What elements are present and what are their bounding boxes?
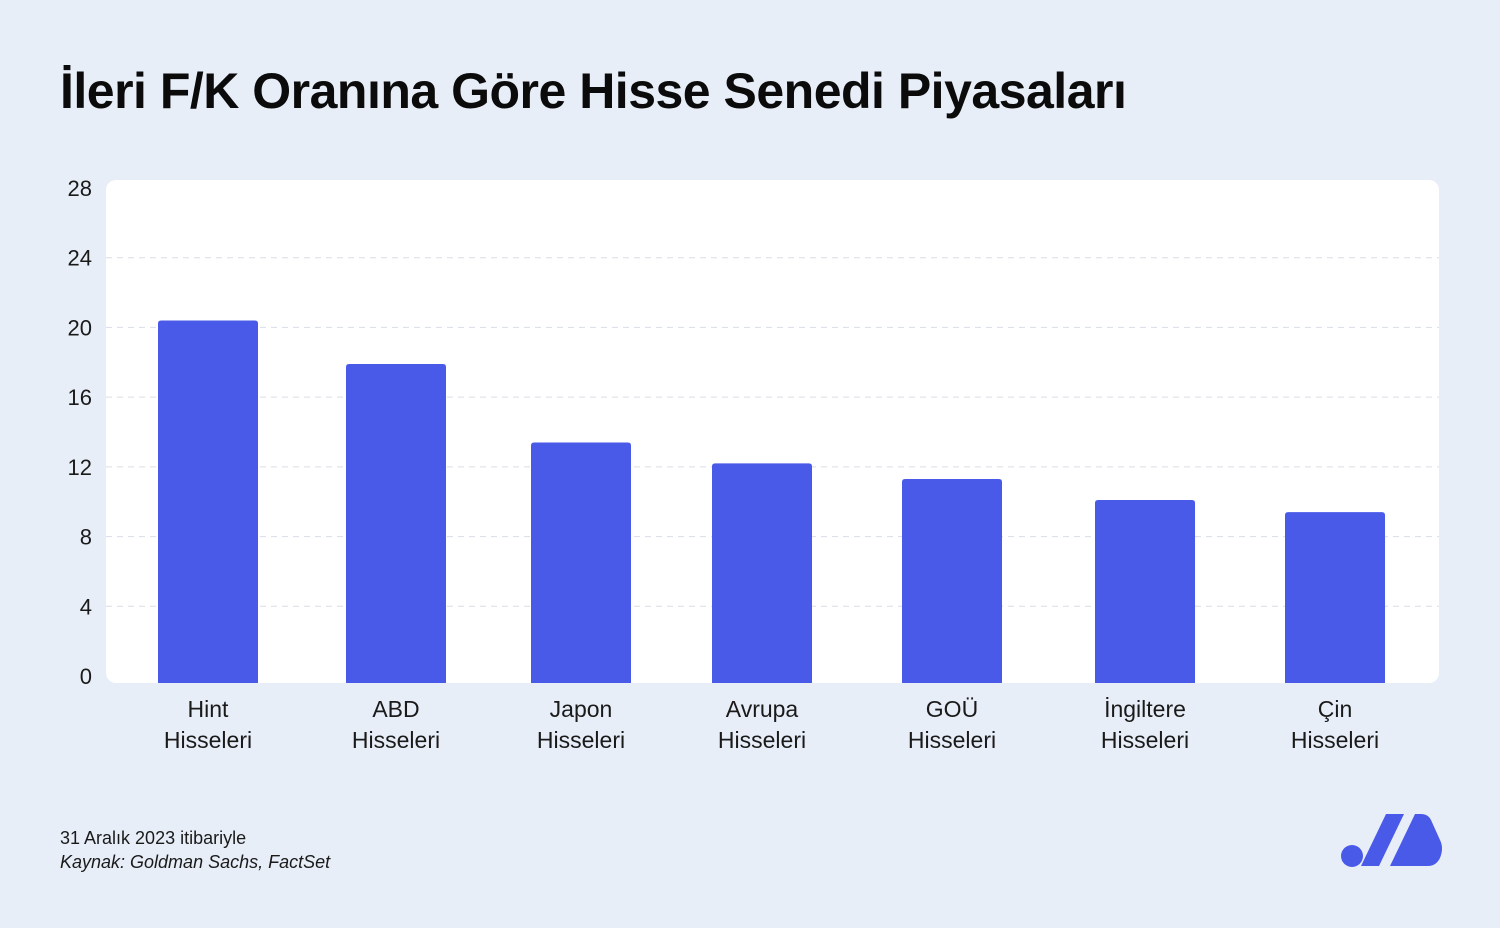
- y-tick-label: 12: [68, 455, 92, 480]
- bar: [712, 463, 812, 683]
- y-tick-label: 28: [68, 176, 92, 201]
- y-axis-ticks: 0 4 8 12 16 20 24 28: [68, 176, 92, 689]
- x-tick-label: Avrupa Hisseleri: [718, 696, 806, 753]
- footnote: 31 Aralık 2023 itibariyle Kaynak: Goldma…: [60, 826, 330, 874]
- footnote-date: 31 Aralık 2023 itibariyle: [60, 828, 247, 848]
- bar: [346, 364, 446, 683]
- y-tick-label: 0: [80, 664, 92, 689]
- x-tick-label: Çin Hisseleri: [1291, 696, 1379, 753]
- y-tick-label: 4: [80, 594, 92, 619]
- gridlines: [106, 257, 1439, 607]
- bar: [902, 479, 1002, 683]
- chart-title: İleri F/K Oranına Göre Hisse Senedi Piya…: [60, 63, 1127, 119]
- bar: [531, 442, 631, 683]
- brand-logo-icon: [1341, 814, 1442, 867]
- y-tick-label: 16: [68, 385, 92, 410]
- footnote-source: Kaynak: Goldman Sachs, FactSet: [60, 852, 331, 872]
- x-tick-label: Japon Hisseleri: [537, 696, 625, 753]
- bar-chart: 0 4 8 12 16 20 24 28 Hint Hisseleri ABD Hisseleri J…: [68, 176, 1439, 753]
- y-tick-label: 24: [68, 246, 92, 271]
- bars: [158, 320, 1385, 683]
- x-tick-label: GOÜ Hisseleri: [908, 696, 996, 753]
- x-tick-label: Hint Hisseleri: [164, 696, 252, 753]
- x-tick-label: İngiltere Hisseleri: [1101, 696, 1189, 753]
- bar: [1095, 499, 1195, 683]
- bar: [158, 320, 258, 683]
- x-tick-label: ABD Hisseleri: [352, 696, 440, 753]
- y-tick-label: 8: [80, 525, 92, 550]
- y-tick-label: 20: [68, 315, 92, 340]
- bar: [1285, 512, 1385, 683]
- x-axis-ticks: Hint Hisseleri ABD Hisseleri Japon Hisseleri A…: [164, 696, 1379, 753]
